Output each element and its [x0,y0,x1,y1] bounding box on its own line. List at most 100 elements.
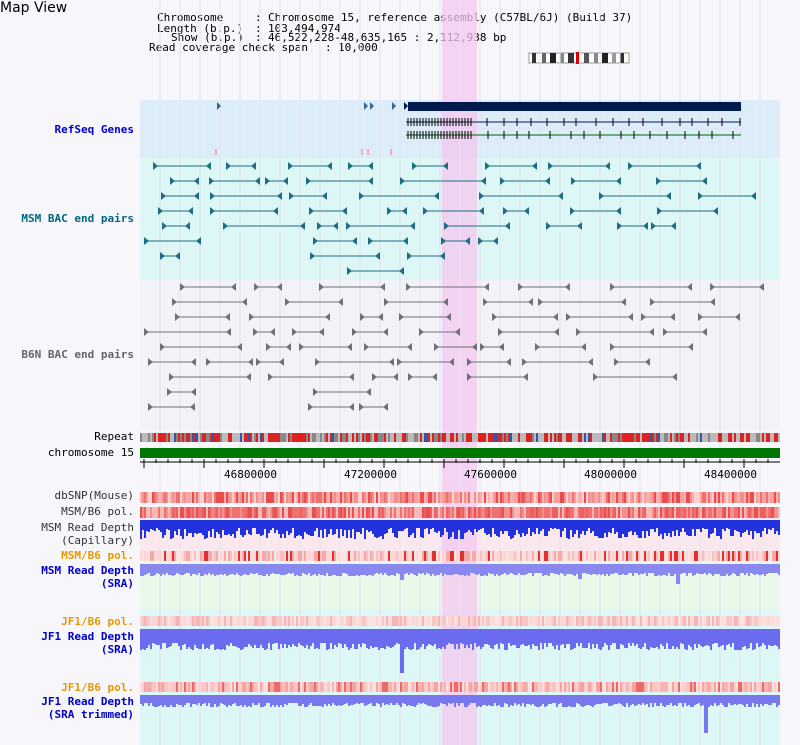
repeat-segment [304,433,306,442]
repeat-segment [636,433,638,442]
heat-cell [492,682,494,692]
heat-cell [500,492,502,503]
depth-bar [600,520,602,538]
depth-bar [294,520,296,538]
heat-cell [474,492,476,503]
b6n-bac-pair-end [406,283,411,291]
depth-bar [628,520,630,532]
heat-cell [516,507,518,518]
heat-cell [400,507,402,518]
depth-bar [166,564,168,573]
b6n-bac-label[interactable]: B6N BAC end pairs [21,348,134,361]
heat-cell [376,682,378,692]
heat-cell [294,682,296,692]
depth-bar [300,629,302,645]
heat-cell [576,492,578,503]
msm-b6-pol-label-2[interactable]: MSM/B6 pol. [61,549,134,562]
depth-bar [694,520,696,536]
msm-bac-pair-end [309,207,314,215]
heat-cell [504,616,506,626]
msm-depth-sra-label-2[interactable]: (SRA) [100,577,134,590]
msm-b6-pol-label-1[interactable]: MSM/B6 pol. [61,505,134,518]
heat-cell [242,551,244,561]
depth-bar [660,695,662,703]
jf1-depth-trim-label-2[interactable]: (SRA trimmed) [47,708,134,721]
depth-bar [432,695,434,707]
depth-bar [160,564,162,576]
depth-bar [446,520,448,532]
depth-bar [384,564,386,573]
msm-depth-sra-label-1[interactable]: MSM Read Depth [41,564,134,577]
repeat-segment [592,433,594,442]
heat-cell [240,507,242,518]
repeat-segment [568,433,570,442]
depth-bar [636,695,638,705]
depth-bar [618,520,620,538]
heat-cell [778,616,780,626]
depth-bar [686,520,688,535]
depth-bar [212,564,214,574]
msm-depth-capillary-label-1[interactable]: MSM Read Depth [41,521,134,534]
heat-cell [706,492,708,503]
repeat-segment [716,433,718,442]
dbsnp-label[interactable]: dbSNP(Mouse) [54,489,134,502]
depth-bar [204,629,206,649]
depth-bar [596,629,598,644]
refseq-genes-label[interactable]: RefSeq Genes [54,123,134,136]
depth-bar [724,629,726,650]
depth-bar [346,520,348,538]
depth-bar [676,564,678,584]
jf1-depth-sra-label-2[interactable]: (SRA) [100,643,134,656]
heat-cell [646,507,648,518]
heat-cell [522,507,524,518]
heat-cell [690,492,692,503]
heat-cell [140,682,142,692]
jf1-depth-sra-label-1[interactable]: JF1 Read Depth [41,630,134,643]
heat-cell [690,616,692,626]
heat-cell [334,616,336,626]
depth-bar [618,695,620,703]
chromosome-ideogram[interactable] [528,52,632,64]
heat-cell [250,682,252,692]
jf1-depth-trim-label-1[interactable]: JF1 Read Depth [41,695,134,708]
depth-bar [146,520,148,531]
jf1-b6-pol-label-1[interactable]: JF1/B6 pol. [61,615,134,628]
repeat-segment [166,433,168,442]
heat-cell [454,507,456,518]
depth-bar [412,564,414,574]
msm-bac-pair-end [327,162,332,170]
msm-bac-label[interactable]: MSM BAC end pairs [21,212,134,225]
heat-cell [598,492,600,503]
heat-cell [654,616,656,626]
repeat-segment [180,433,182,442]
heat-cell [728,507,730,518]
b6n-bac-pair-end [325,313,330,321]
depth-bar [656,695,658,706]
b6n-bac-pair-end [378,313,383,321]
msm-depth-capillary-label-2[interactable]: (Capillary) [61,534,134,547]
b6n-bac-pair-end [663,328,668,336]
heat-cell [634,507,636,518]
depth-bar [538,564,540,573]
heat-cell [394,682,396,692]
heat-cell [672,492,674,503]
heat-cell [514,616,516,626]
heat-cell [326,492,328,503]
depth-bar [378,629,380,650]
heat-cell [160,507,162,518]
heat-cell [600,507,602,518]
heat-cell [200,682,202,692]
heat-cell [602,616,604,626]
heat-cell [754,682,756,692]
heat-cell [634,616,636,626]
heat-cell [158,492,160,503]
repeat-segment [560,433,562,442]
repeat-segment [622,433,624,442]
depth-bar [588,695,590,705]
heat-cell [206,507,208,518]
depth-bar [296,520,298,536]
depth-bar [732,520,734,536]
depth-bar [270,564,272,574]
jf1-b6-pol-label-2[interactable]: JF1/B6 pol. [61,681,134,694]
